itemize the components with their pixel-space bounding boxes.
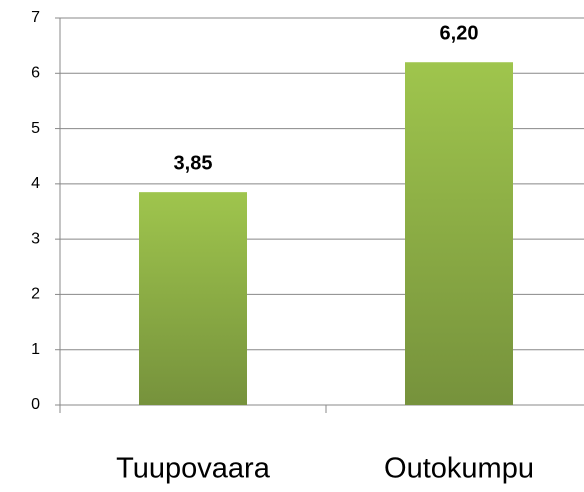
y-tick-label: 2 [31,286,40,303]
value-label: 3,85 [174,152,213,174]
y-tick-label: 4 [31,175,40,192]
value-label: 6,20 [440,23,479,45]
y-tick-label: 5 [31,120,40,137]
y-tick-label: 3 [31,230,40,247]
y-tick-label: 0 [31,396,40,413]
x-tick-label: Tuupovaara [116,453,271,485]
bar [405,62,513,405]
x-tick-label: Outokumpu [384,453,534,485]
y-tick-label: 6 [31,65,40,82]
y-tick-label: 7 [31,9,40,26]
y-tick-label: 1 [31,341,40,358]
bar [139,192,247,405]
